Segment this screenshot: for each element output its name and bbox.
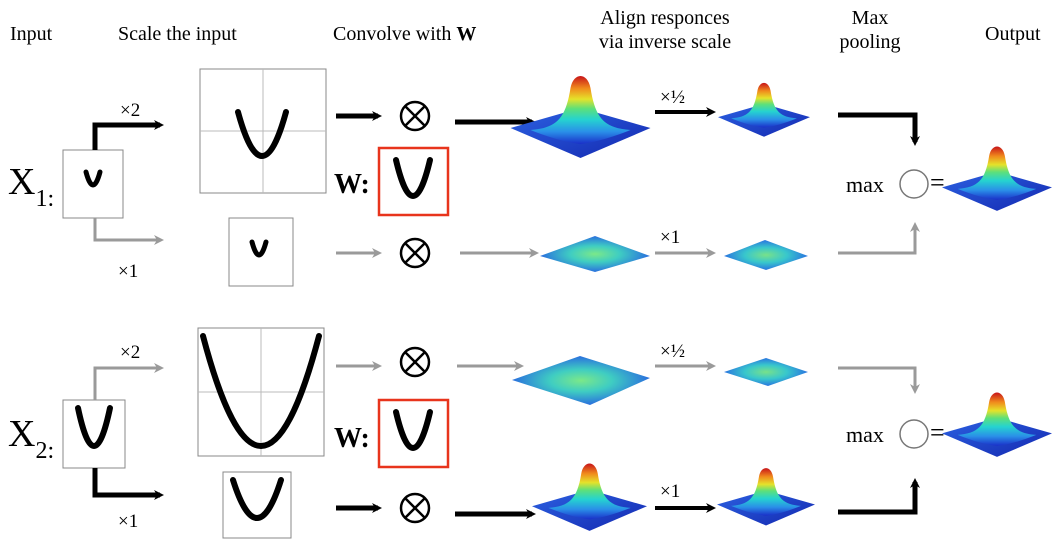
parabola-curve-icon [230,477,284,521]
parabola-curve-icon [75,405,113,449]
parabola-curve-icon [235,109,289,159]
inverse-label-bottom-x1: ×1 [660,227,681,248]
parabola-curve-icon [249,239,269,258]
inverse-label-top-x2: ×½ [660,341,685,362]
pool-arrow-x2-top [838,366,920,394]
gaussian-peak-icon [717,468,815,526]
convolution-otimes-icon [399,346,431,378]
gaussian-peak-icon [942,146,1052,211]
convolution-otimes-icon [399,492,431,524]
convolution-otimes-icon [399,237,431,269]
header-max: Max pooling [820,6,920,54]
header-input: Input [10,23,53,45]
flat-response-icon [512,356,650,405]
input-label-x1: X1: [8,162,54,219]
pool-arrow-x1-bottom [838,222,920,255]
max-label-x1: max [846,172,884,197]
input-label-x2: X2: [8,414,54,471]
scale-arrow-x1-top [92,120,164,150]
scale-label-top-x1: ×2 [120,100,141,121]
convolution-otimes-icon [399,100,431,132]
header-max-line2: pooling [839,31,901,53]
parabola-curve-icon [200,333,322,449]
pool-arrow-x2-bottom [838,478,920,515]
input-box-x2 [62,399,126,469]
filter-w-box-x1 [377,146,450,217]
header-align-line1: Align responces [600,7,730,29]
inverse-label-top-x1: ×½ [660,87,685,108]
header-align: Align responces via inverse scale [560,6,770,54]
header-convolve: Convolve with W [333,22,476,46]
inverse-label-bottom-x2: ×1 [660,481,681,502]
header-scale: Scale the input [118,23,237,45]
filter-w-box-x2 [377,398,450,469]
gaussian-peak-icon [532,463,647,531]
equals-x1: = [930,168,945,197]
input-symbol: X [8,161,36,203]
parabola-curve-icon [393,157,433,199]
weight-label-x1: W: [334,169,370,200]
flat-response-icon [724,240,808,270]
header-convolve-text: Convolve with [333,23,457,45]
scale-label-top-x2: ×2 [120,342,141,363]
max-label-x2: max [846,422,884,447]
pool-arrow-x1-top [838,112,920,146]
weight-label-x2: W: [334,423,370,454]
equals-x2: = [930,418,945,447]
header-max-line1: Max [851,7,889,29]
parabola-curve-icon [393,409,433,451]
input-subscript: 1: [35,186,55,212]
scale-arrow-x1-bottom [93,218,164,245]
header-align-line2: via inverse scale [598,31,732,53]
max-circle-icon [899,419,929,449]
input-symbol: X [8,413,36,455]
max-circle-icon [899,169,929,199]
flat-response-icon [540,236,650,272]
parabola-curve-icon [83,169,103,188]
scale-label-bottom-x1: ×1 [118,261,139,282]
scale-arrow-x2-top [93,363,164,400]
flat-response-icon [724,358,808,386]
input-subscript: 2: [35,438,55,464]
scale-arrow-x2-bottom [92,468,164,500]
gaussian-peak-icon [718,82,810,137]
header-output: Output [985,23,1041,45]
gaussian-peak-icon [510,76,651,158]
gaussian-peak-icon [942,392,1052,457]
scale-label-bottom-x2: ×1 [118,511,139,532]
header-convolve-w: W [456,23,477,45]
